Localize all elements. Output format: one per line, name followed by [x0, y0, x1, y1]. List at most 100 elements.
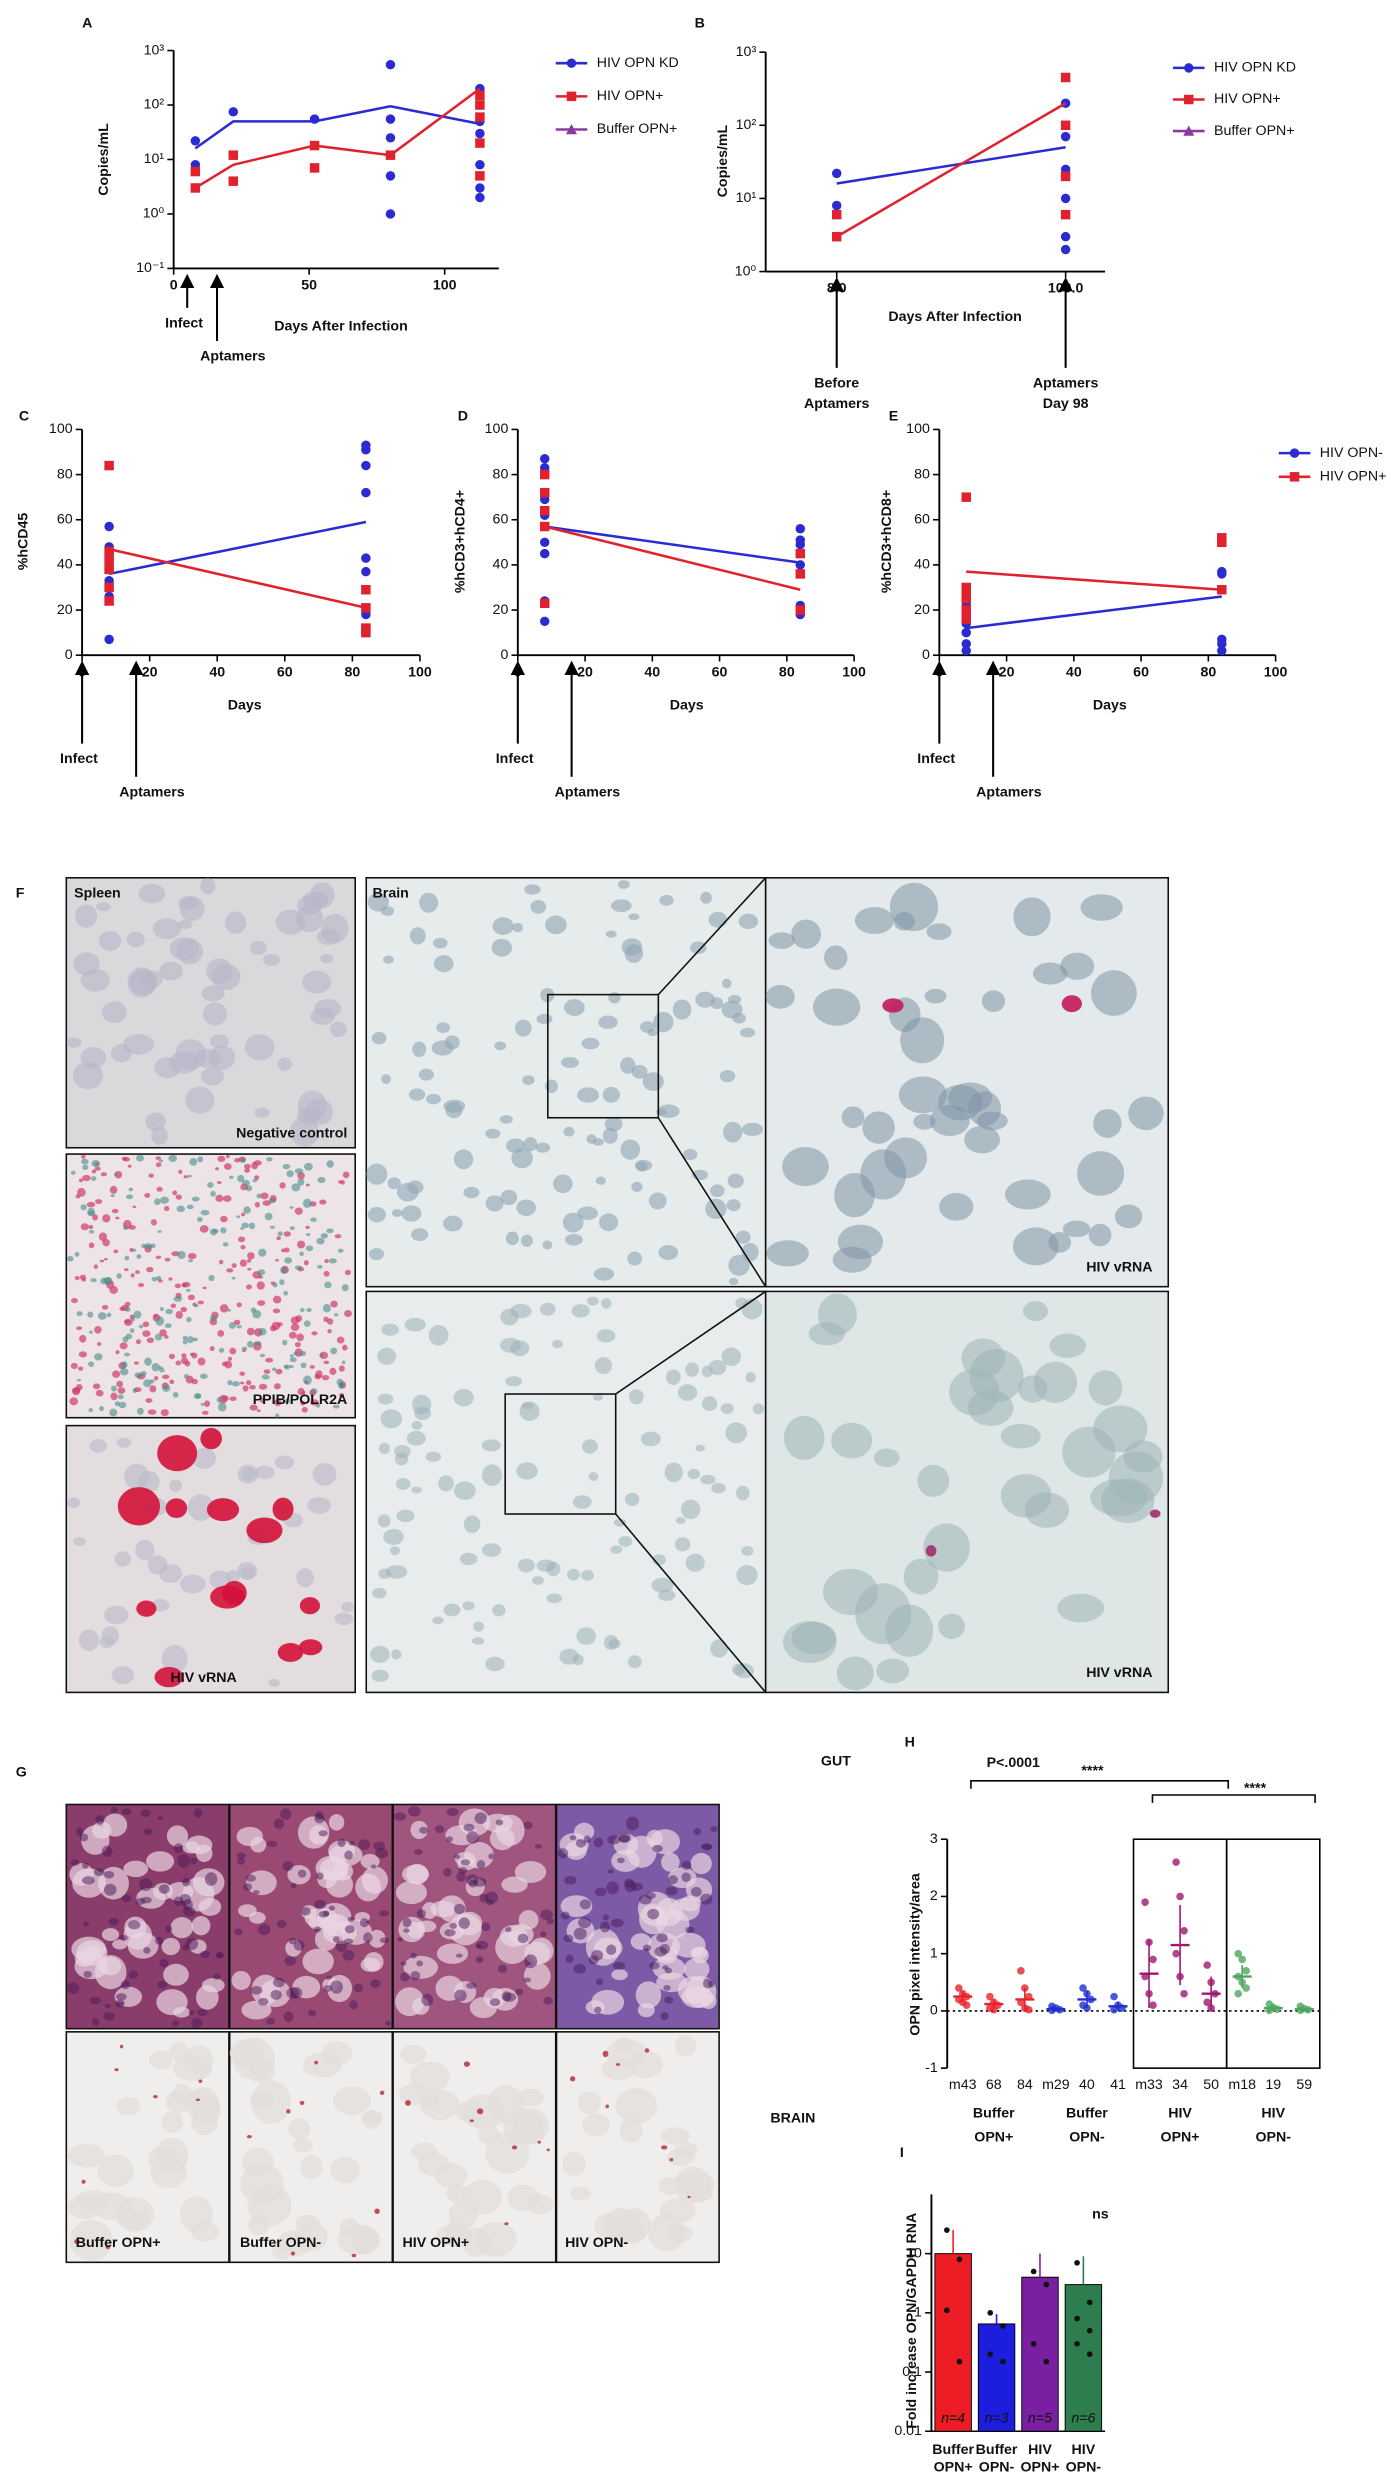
- cell: [690, 1852, 712, 1875]
- cell: [180, 1306, 187, 1313]
- cell: [79, 1274, 87, 1280]
- cell: [216, 1397, 223, 1403]
- cell: [146, 1337, 154, 1344]
- cell: [474, 1812, 487, 1824]
- cell: [723, 1121, 743, 1143]
- cell: [104, 1605, 129, 1625]
- cell: [282, 1339, 288, 1346]
- x-tick-label: 80: [1200, 664, 1216, 680]
- cell: [200, 878, 216, 895]
- cell: [114, 1401, 120, 1407]
- point: [475, 183, 485, 193]
- cell: [89, 1439, 108, 1453]
- cell: [95, 902, 111, 912]
- cell: [294, 1341, 301, 1348]
- cell: [385, 2020, 391, 2026]
- cell: [137, 1407, 144, 1415]
- cell: [106, 1312, 112, 1318]
- micrograph: [365, 1290, 767, 1694]
- cell: [197, 1156, 204, 1163]
- x-tick-label: HIV: [1028, 2442, 1052, 2458]
- cell: [333, 1313, 339, 1317]
- x-tick-label: 100: [408, 664, 432, 680]
- cell: [304, 1162, 313, 1171]
- point: [361, 627, 371, 638]
- cell: [138, 884, 166, 904]
- cell: [605, 2104, 609, 2109]
- cell: [586, 1134, 597, 1144]
- cell: [145, 1112, 167, 1131]
- point: [1217, 645, 1227, 656]
- cell: [581, 1037, 600, 1050]
- cell: [277, 1643, 304, 1662]
- cell: [358, 1839, 371, 1850]
- cell: [917, 1464, 950, 1498]
- cell: [334, 1612, 354, 1626]
- cell: [209, 1346, 215, 1352]
- cell: [432, 937, 448, 949]
- point: [1110, 1992, 1118, 2001]
- cell: [250, 1985, 263, 1995]
- cell: [142, 1330, 151, 1337]
- cell: [873, 1448, 900, 1468]
- n-label: n=4: [941, 2410, 965, 2426]
- cell: [114, 2068, 119, 2072]
- cell: [140, 1896, 152, 1904]
- cell: [425, 1093, 441, 1105]
- cell: [651, 1577, 674, 1593]
- cell: [246, 1259, 252, 1263]
- cell: [594, 2006, 602, 2014]
- point: [475, 100, 485, 110]
- cell: [681, 1499, 701, 1520]
- cell: [505, 1376, 522, 1387]
- cell: [653, 1011, 674, 1033]
- y-tick-label: 0: [500, 647, 508, 663]
- point: [1180, 1989, 1188, 1998]
- cell: [293, 1351, 299, 1356]
- cell: [141, 1243, 147, 1249]
- cell: [542, 1240, 553, 1250]
- cell: [102, 1214, 111, 1223]
- cell: [446, 1808, 459, 1817]
- point: [539, 469, 550, 480]
- cell: [181, 1877, 191, 1887]
- cell: [247, 1267, 252, 1271]
- cell: [184, 1360, 191, 1367]
- section-title: BRAIN: [770, 2110, 815, 2126]
- cell: [617, 1857, 625, 1864]
- cell: [658, 1589, 676, 1601]
- cell: [282, 1861, 294, 1872]
- point: [962, 2001, 971, 2009]
- cell: [458, 1917, 470, 1929]
- cell: [73, 952, 100, 976]
- cell: [620, 1057, 636, 1074]
- cell: [302, 1948, 334, 1975]
- cell: [882, 998, 904, 1013]
- cell: [330, 1021, 347, 1038]
- cell: [445, 1836, 453, 1843]
- point: [361, 603, 371, 613]
- cell: [294, 1265, 303, 1270]
- cell: [665, 1369, 681, 1385]
- cell: [898, 1076, 947, 1114]
- cell: [1049, 1333, 1087, 1358]
- cell: [396, 1509, 415, 1523]
- cell: [342, 1344, 348, 1351]
- group-label: OPN-: [1255, 2129, 1291, 2145]
- point: [1060, 131, 1071, 142]
- cell: [752, 1403, 765, 1415]
- point: [1060, 193, 1071, 204]
- cell: [200, 1209, 210, 1216]
- cell: [491, 938, 513, 957]
- cell: [669, 2158, 674, 2162]
- bar: [977, 2323, 1016, 2432]
- bracket: [1151, 1794, 1316, 1803]
- cell: [119, 1342, 128, 1350]
- y-tick-label: 60: [57, 511, 73, 527]
- cell: [453, 1903, 466, 1915]
- cell: [282, 1163, 291, 1170]
- cell: [177, 919, 193, 929]
- cell: [94, 1955, 127, 1990]
- annotation: Infect: [60, 751, 98, 767]
- legend-label: Buffer OPN+: [1214, 123, 1295, 139]
